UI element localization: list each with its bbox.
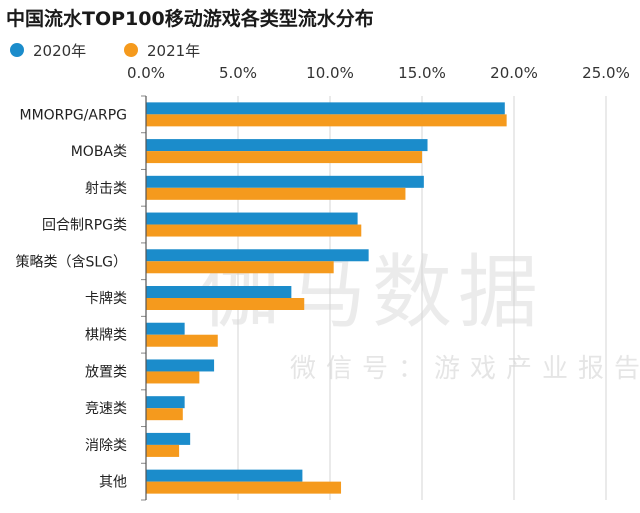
category-label: MOBA类 (71, 144, 127, 160)
legend-item-2020: 2020年 (10, 38, 86, 62)
bar-2021 (146, 371, 200, 384)
legend-marker-2021 (124, 43, 138, 57)
bar-2021 (146, 261, 334, 274)
chart-title: 中国流水TOP100移动游戏各类型流水分布 (6, 8, 374, 30)
category-label: 策略类（含SLG） (15, 253, 127, 270)
x-tick-label: 0.0% (127, 64, 165, 82)
legend-label-2020: 2020年 (33, 41, 87, 60)
bar-2020 (146, 396, 185, 409)
bar-2020 (146, 249, 369, 262)
legend-marker-2020 (10, 43, 24, 57)
bar-2021 (146, 224, 362, 237)
bar-2021 (146, 114, 507, 127)
x-tick-label: 15.0% (398, 64, 446, 82)
bar-2020 (146, 432, 191, 445)
legend-item-2021: 2021年 (124, 38, 200, 62)
bar-2020 (146, 322, 185, 335)
bar-2020 (146, 102, 505, 115)
bar-2021 (146, 444, 180, 457)
bar-2021 (146, 187, 406, 200)
x-tick-label: 20.0% (490, 64, 538, 82)
category-label: 消除类 (85, 438, 127, 454)
bar-2021 (146, 298, 305, 310)
watermark-subtitle: 微信号：游戏产业报告 (290, 354, 640, 384)
category-label: 竞速类 (85, 400, 127, 417)
category-label: 其他 (99, 475, 127, 491)
bar-2020 (146, 286, 292, 298)
bar-2020 (146, 212, 358, 225)
x-tick-label: 5.0% (219, 64, 257, 82)
bar-2020 (146, 359, 215, 372)
bar-2021 (146, 151, 422, 164)
x-tick-label: 25.0% (582, 64, 630, 82)
bar-2020 (146, 469, 303, 482)
chart-legend: 2020年 2021年 (0, 38, 300, 62)
category-label: 放置类 (85, 364, 127, 380)
legend-label-2021: 2021年 (147, 41, 201, 60)
category-label: 棋牌类 (85, 327, 127, 344)
category-label: MMORPG/ARPG (19, 107, 127, 123)
category-label: 射击类 (85, 181, 127, 197)
bar-2021 (146, 481, 342, 494)
category-label: 回合制RPG类 (42, 218, 127, 234)
bar-2020 (146, 139, 428, 152)
category-label: 卡牌类 (85, 290, 127, 307)
bar-2021 (146, 334, 218, 347)
x-tick-label: 10.0% (306, 64, 354, 82)
bar-2021 (146, 408, 183, 421)
bar-2020 (146, 175, 424, 188)
